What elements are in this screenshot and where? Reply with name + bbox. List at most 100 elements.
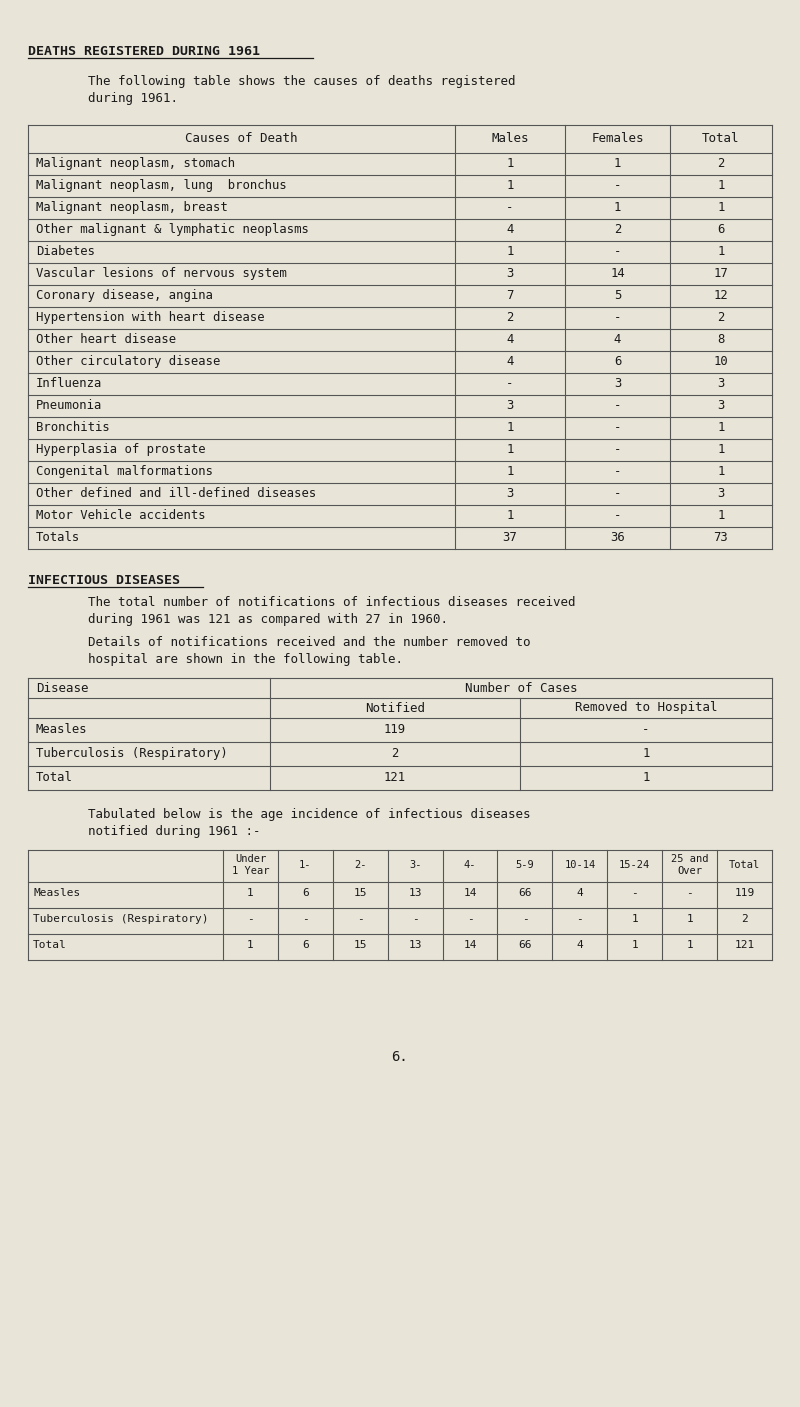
- Text: 1: 1: [506, 179, 514, 191]
- Text: 13: 13: [408, 940, 422, 950]
- Text: -: -: [506, 377, 514, 390]
- Text: 2: 2: [718, 311, 725, 324]
- Text: Tuberculosis (Respiratory): Tuberculosis (Respiratory): [33, 915, 209, 924]
- Text: Causes of Death: Causes of Death: [186, 132, 298, 145]
- Text: 1: 1: [686, 915, 693, 924]
- Text: Measles: Measles: [33, 888, 80, 898]
- Text: Measles: Measles: [36, 723, 88, 736]
- Text: 1: 1: [718, 421, 725, 433]
- Text: 121: 121: [384, 771, 406, 784]
- Text: -: -: [506, 201, 514, 214]
- Text: 6: 6: [718, 222, 725, 236]
- Text: 1-: 1-: [299, 860, 311, 870]
- Text: 3: 3: [718, 487, 725, 499]
- Text: -: -: [614, 179, 621, 191]
- Text: -: -: [614, 443, 621, 456]
- Text: -: -: [302, 915, 309, 924]
- Text: Malignant neoplasm, lung  bronchus: Malignant neoplasm, lung bronchus: [36, 179, 286, 191]
- Text: 1: 1: [506, 443, 514, 456]
- Text: 15: 15: [354, 888, 367, 898]
- Text: 15: 15: [354, 940, 367, 950]
- Text: -: -: [614, 487, 621, 499]
- Text: -: -: [614, 464, 621, 478]
- Text: 3: 3: [614, 377, 621, 390]
- Text: 1: 1: [718, 509, 725, 522]
- Text: 4: 4: [577, 940, 583, 950]
- Text: Malignant neoplasm, breast: Malignant neoplasm, breast: [36, 201, 228, 214]
- Text: 2: 2: [506, 311, 514, 324]
- Text: Influenza: Influenza: [36, 377, 102, 390]
- Text: Tabulated below is the age incidence of infectious diseases
        notified dur: Tabulated below is the age incidence of …: [28, 808, 530, 839]
- Text: 2: 2: [741, 915, 748, 924]
- Text: 10: 10: [714, 355, 728, 369]
- Text: The following table shows the causes of deaths registered
        during 1961.: The following table shows the causes of …: [28, 75, 515, 106]
- Text: 5-9: 5-9: [515, 860, 534, 870]
- Text: 6: 6: [302, 888, 309, 898]
- Text: 2-: 2-: [354, 860, 366, 870]
- Text: 3-: 3-: [409, 860, 422, 870]
- Text: Under: Under: [235, 854, 266, 864]
- Text: -: -: [614, 421, 621, 433]
- Text: Removed to Hospital: Removed to Hospital: [574, 702, 718, 715]
- Text: Motor Vehicle accidents: Motor Vehicle accidents: [36, 509, 206, 522]
- Text: 1: 1: [642, 747, 650, 760]
- Text: -: -: [577, 915, 583, 924]
- Text: 1: 1: [718, 443, 725, 456]
- Text: 3: 3: [718, 377, 725, 390]
- Text: Malignant neoplasm, stomach: Malignant neoplasm, stomach: [36, 158, 235, 170]
- Text: Other circulatory disease: Other circulatory disease: [36, 355, 220, 369]
- Text: 1: 1: [506, 421, 514, 433]
- Text: 66: 66: [518, 940, 532, 950]
- Text: The total number of notifications of infectious diseases received
        during: The total number of notifications of inf…: [28, 597, 575, 626]
- Text: -: -: [357, 915, 364, 924]
- Text: 12: 12: [714, 288, 728, 303]
- Text: Number of Cases: Number of Cases: [465, 681, 578, 695]
- Text: 1: 1: [718, 245, 725, 257]
- Text: 5: 5: [614, 288, 621, 303]
- Text: 4-: 4-: [464, 860, 476, 870]
- Text: Total: Total: [729, 860, 760, 870]
- Text: 4: 4: [506, 222, 514, 236]
- Text: 1: 1: [506, 509, 514, 522]
- Text: Details of notifications received and the number removed to
        hospital are: Details of notifications received and th…: [28, 636, 530, 666]
- Text: 3: 3: [506, 267, 514, 280]
- Text: 119: 119: [734, 888, 754, 898]
- Text: 4: 4: [506, 355, 514, 369]
- Text: Pneumonia: Pneumonia: [36, 400, 102, 412]
- Text: 8: 8: [718, 333, 725, 346]
- Text: Diabetes: Diabetes: [36, 245, 95, 257]
- Text: -: -: [614, 311, 621, 324]
- Text: 121: 121: [734, 940, 754, 950]
- Text: 3: 3: [506, 487, 514, 499]
- Text: 73: 73: [714, 530, 728, 545]
- Text: 13: 13: [408, 888, 422, 898]
- Text: Males: Males: [491, 132, 529, 145]
- Text: 14: 14: [463, 940, 477, 950]
- Text: 1: 1: [247, 940, 254, 950]
- Text: 1: 1: [506, 158, 514, 170]
- Text: 2: 2: [391, 747, 398, 760]
- Text: 17: 17: [714, 267, 728, 280]
- Text: 1: 1: [631, 940, 638, 950]
- Text: DEATHS REGISTERED DURING 1961: DEATHS REGISTERED DURING 1961: [28, 45, 260, 58]
- Text: -: -: [686, 888, 693, 898]
- Text: 6: 6: [614, 355, 621, 369]
- Text: Other malignant & lymphatic neoplasms: Other malignant & lymphatic neoplasms: [36, 222, 309, 236]
- Text: 1: 1: [642, 771, 650, 784]
- Text: Females: Females: [591, 132, 644, 145]
- Text: Other heart disease: Other heart disease: [36, 333, 176, 346]
- Text: 2: 2: [614, 222, 621, 236]
- Text: 1: 1: [506, 464, 514, 478]
- Text: 4: 4: [614, 333, 621, 346]
- Text: Congenital malformations: Congenital malformations: [36, 464, 213, 478]
- Text: 1: 1: [718, 201, 725, 214]
- Text: Disease: Disease: [36, 681, 89, 695]
- Text: Total: Total: [702, 132, 740, 145]
- Text: 14: 14: [610, 267, 625, 280]
- Text: -: -: [614, 400, 621, 412]
- Text: Total: Total: [36, 771, 73, 784]
- Text: 6.: 6.: [392, 1050, 408, 1064]
- Text: 2: 2: [718, 158, 725, 170]
- Text: INFECTIOUS DISEASES: INFECTIOUS DISEASES: [28, 574, 180, 587]
- Text: -: -: [522, 915, 528, 924]
